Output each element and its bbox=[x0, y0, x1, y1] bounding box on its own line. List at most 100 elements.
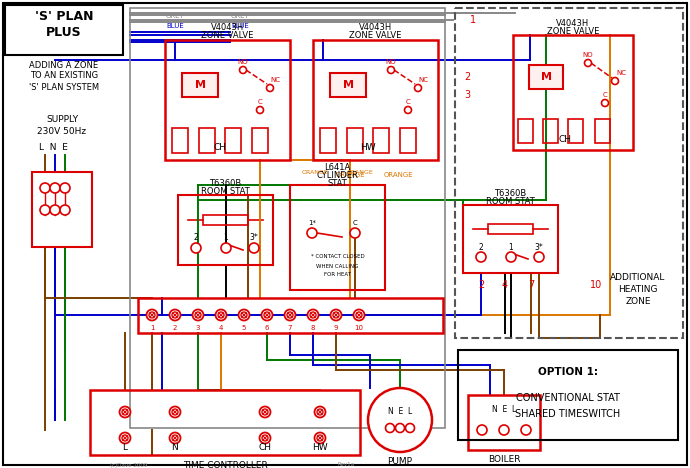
Bar bbox=[330, 73, 366, 97]
Text: 2: 2 bbox=[479, 242, 484, 251]
Text: 1: 1 bbox=[509, 242, 513, 251]
Circle shape bbox=[172, 312, 178, 318]
Circle shape bbox=[353, 309, 364, 321]
Text: HW: HW bbox=[360, 144, 376, 153]
Circle shape bbox=[241, 312, 247, 318]
Text: ADDING A ZONE: ADDING A ZONE bbox=[30, 60, 99, 70]
Circle shape bbox=[170, 309, 181, 321]
Circle shape bbox=[534, 252, 544, 262]
Bar bbox=[529, 65, 563, 89]
Circle shape bbox=[406, 424, 415, 432]
Bar bbox=[5, 5, 123, 55]
Text: OPTION 1:: OPTION 1: bbox=[538, 367, 598, 377]
Text: ZONE: ZONE bbox=[625, 298, 651, 307]
Text: N  E  L: N E L bbox=[492, 405, 516, 415]
Circle shape bbox=[170, 407, 181, 417]
Circle shape bbox=[307, 228, 317, 238]
Text: L641A: L641A bbox=[324, 162, 351, 171]
Circle shape bbox=[356, 312, 362, 318]
Text: NO: NO bbox=[582, 52, 593, 58]
Bar bbox=[130, 8, 445, 428]
Bar bbox=[172, 128, 188, 153]
Circle shape bbox=[262, 309, 273, 321]
Circle shape bbox=[170, 432, 181, 444]
Circle shape bbox=[317, 409, 323, 415]
Text: ROOM STAT: ROOM STAT bbox=[486, 197, 535, 206]
Bar bbox=[90, 390, 360, 455]
Text: 230V 50Hz: 230V 50Hz bbox=[37, 126, 86, 136]
Circle shape bbox=[257, 107, 264, 114]
Text: 1: 1 bbox=[224, 234, 228, 242]
Circle shape bbox=[331, 309, 342, 321]
Circle shape bbox=[477, 425, 487, 435]
Circle shape bbox=[368, 388, 432, 452]
Circle shape bbox=[611, 78, 618, 85]
Text: CONVENTIONAL STAT: CONVENTIONAL STAT bbox=[516, 393, 620, 403]
Text: 8: 8 bbox=[310, 325, 315, 331]
Text: 'S' PLAN SYSTEM: 'S' PLAN SYSTEM bbox=[29, 82, 99, 92]
Text: ZONE VALVE: ZONE VALVE bbox=[546, 28, 599, 37]
Circle shape bbox=[584, 59, 591, 66]
Text: C: C bbox=[257, 99, 262, 105]
Text: TO AN EXISTING: TO AN EXISTING bbox=[30, 72, 98, 80]
Bar bbox=[373, 128, 389, 153]
Circle shape bbox=[249, 243, 259, 253]
Text: L  N  E: L N E bbox=[39, 144, 68, 153]
Circle shape bbox=[262, 435, 268, 441]
Circle shape bbox=[259, 407, 270, 417]
Text: 4: 4 bbox=[219, 325, 223, 331]
Bar bbox=[347, 128, 363, 153]
Text: 2: 2 bbox=[172, 325, 177, 331]
Text: C: C bbox=[353, 220, 357, 226]
Text: 2: 2 bbox=[478, 280, 484, 290]
Circle shape bbox=[146, 309, 157, 321]
Text: ZONE VALVE: ZONE VALVE bbox=[201, 31, 254, 41]
Circle shape bbox=[119, 432, 130, 444]
Circle shape bbox=[602, 100, 609, 107]
Circle shape bbox=[149, 312, 155, 318]
Text: L: L bbox=[123, 443, 128, 452]
Circle shape bbox=[521, 425, 531, 435]
Text: 1*: 1* bbox=[308, 220, 316, 226]
Text: 3*: 3* bbox=[535, 242, 544, 251]
Bar bbox=[203, 215, 248, 225]
Bar bbox=[199, 128, 215, 153]
Bar bbox=[290, 185, 385, 290]
Bar bbox=[313, 40, 438, 160]
Bar bbox=[178, 195, 273, 265]
Text: ROOM STAT: ROOM STAT bbox=[201, 188, 250, 197]
Circle shape bbox=[315, 407, 326, 417]
Circle shape bbox=[315, 432, 326, 444]
Circle shape bbox=[284, 309, 295, 321]
Bar bbox=[165, 40, 290, 160]
Text: TIME CONTROLLER: TIME CONTROLLER bbox=[183, 461, 268, 468]
Text: WHEN CALLING: WHEN CALLING bbox=[316, 263, 359, 269]
Text: ORANGE: ORANGE bbox=[383, 172, 413, 178]
Bar bbox=[252, 128, 268, 153]
Circle shape bbox=[388, 66, 395, 73]
Bar bbox=[320, 128, 336, 153]
Circle shape bbox=[122, 409, 128, 415]
Text: V4043H: V4043H bbox=[211, 22, 244, 31]
Circle shape bbox=[215, 309, 226, 321]
Bar bbox=[518, 119, 533, 143]
Text: ADDITIONAL: ADDITIONAL bbox=[611, 273, 666, 283]
Text: NC: NC bbox=[616, 70, 626, 76]
Text: Rev1a: Rev1a bbox=[338, 462, 355, 468]
Circle shape bbox=[308, 309, 319, 321]
Circle shape bbox=[415, 85, 422, 92]
Bar bbox=[595, 119, 610, 143]
Text: HW: HW bbox=[312, 443, 328, 452]
Circle shape bbox=[195, 312, 201, 318]
Text: HEATING: HEATING bbox=[618, 285, 658, 294]
Text: N  E  L: N E L bbox=[388, 408, 412, 417]
Circle shape bbox=[310, 312, 316, 318]
Text: 7: 7 bbox=[288, 325, 293, 331]
Text: M: M bbox=[342, 80, 353, 90]
Text: 10: 10 bbox=[355, 325, 364, 331]
Text: 4: 4 bbox=[502, 280, 508, 290]
Bar bbox=[182, 73, 218, 97]
Bar bbox=[543, 119, 558, 143]
Circle shape bbox=[499, 425, 509, 435]
Circle shape bbox=[350, 228, 360, 238]
